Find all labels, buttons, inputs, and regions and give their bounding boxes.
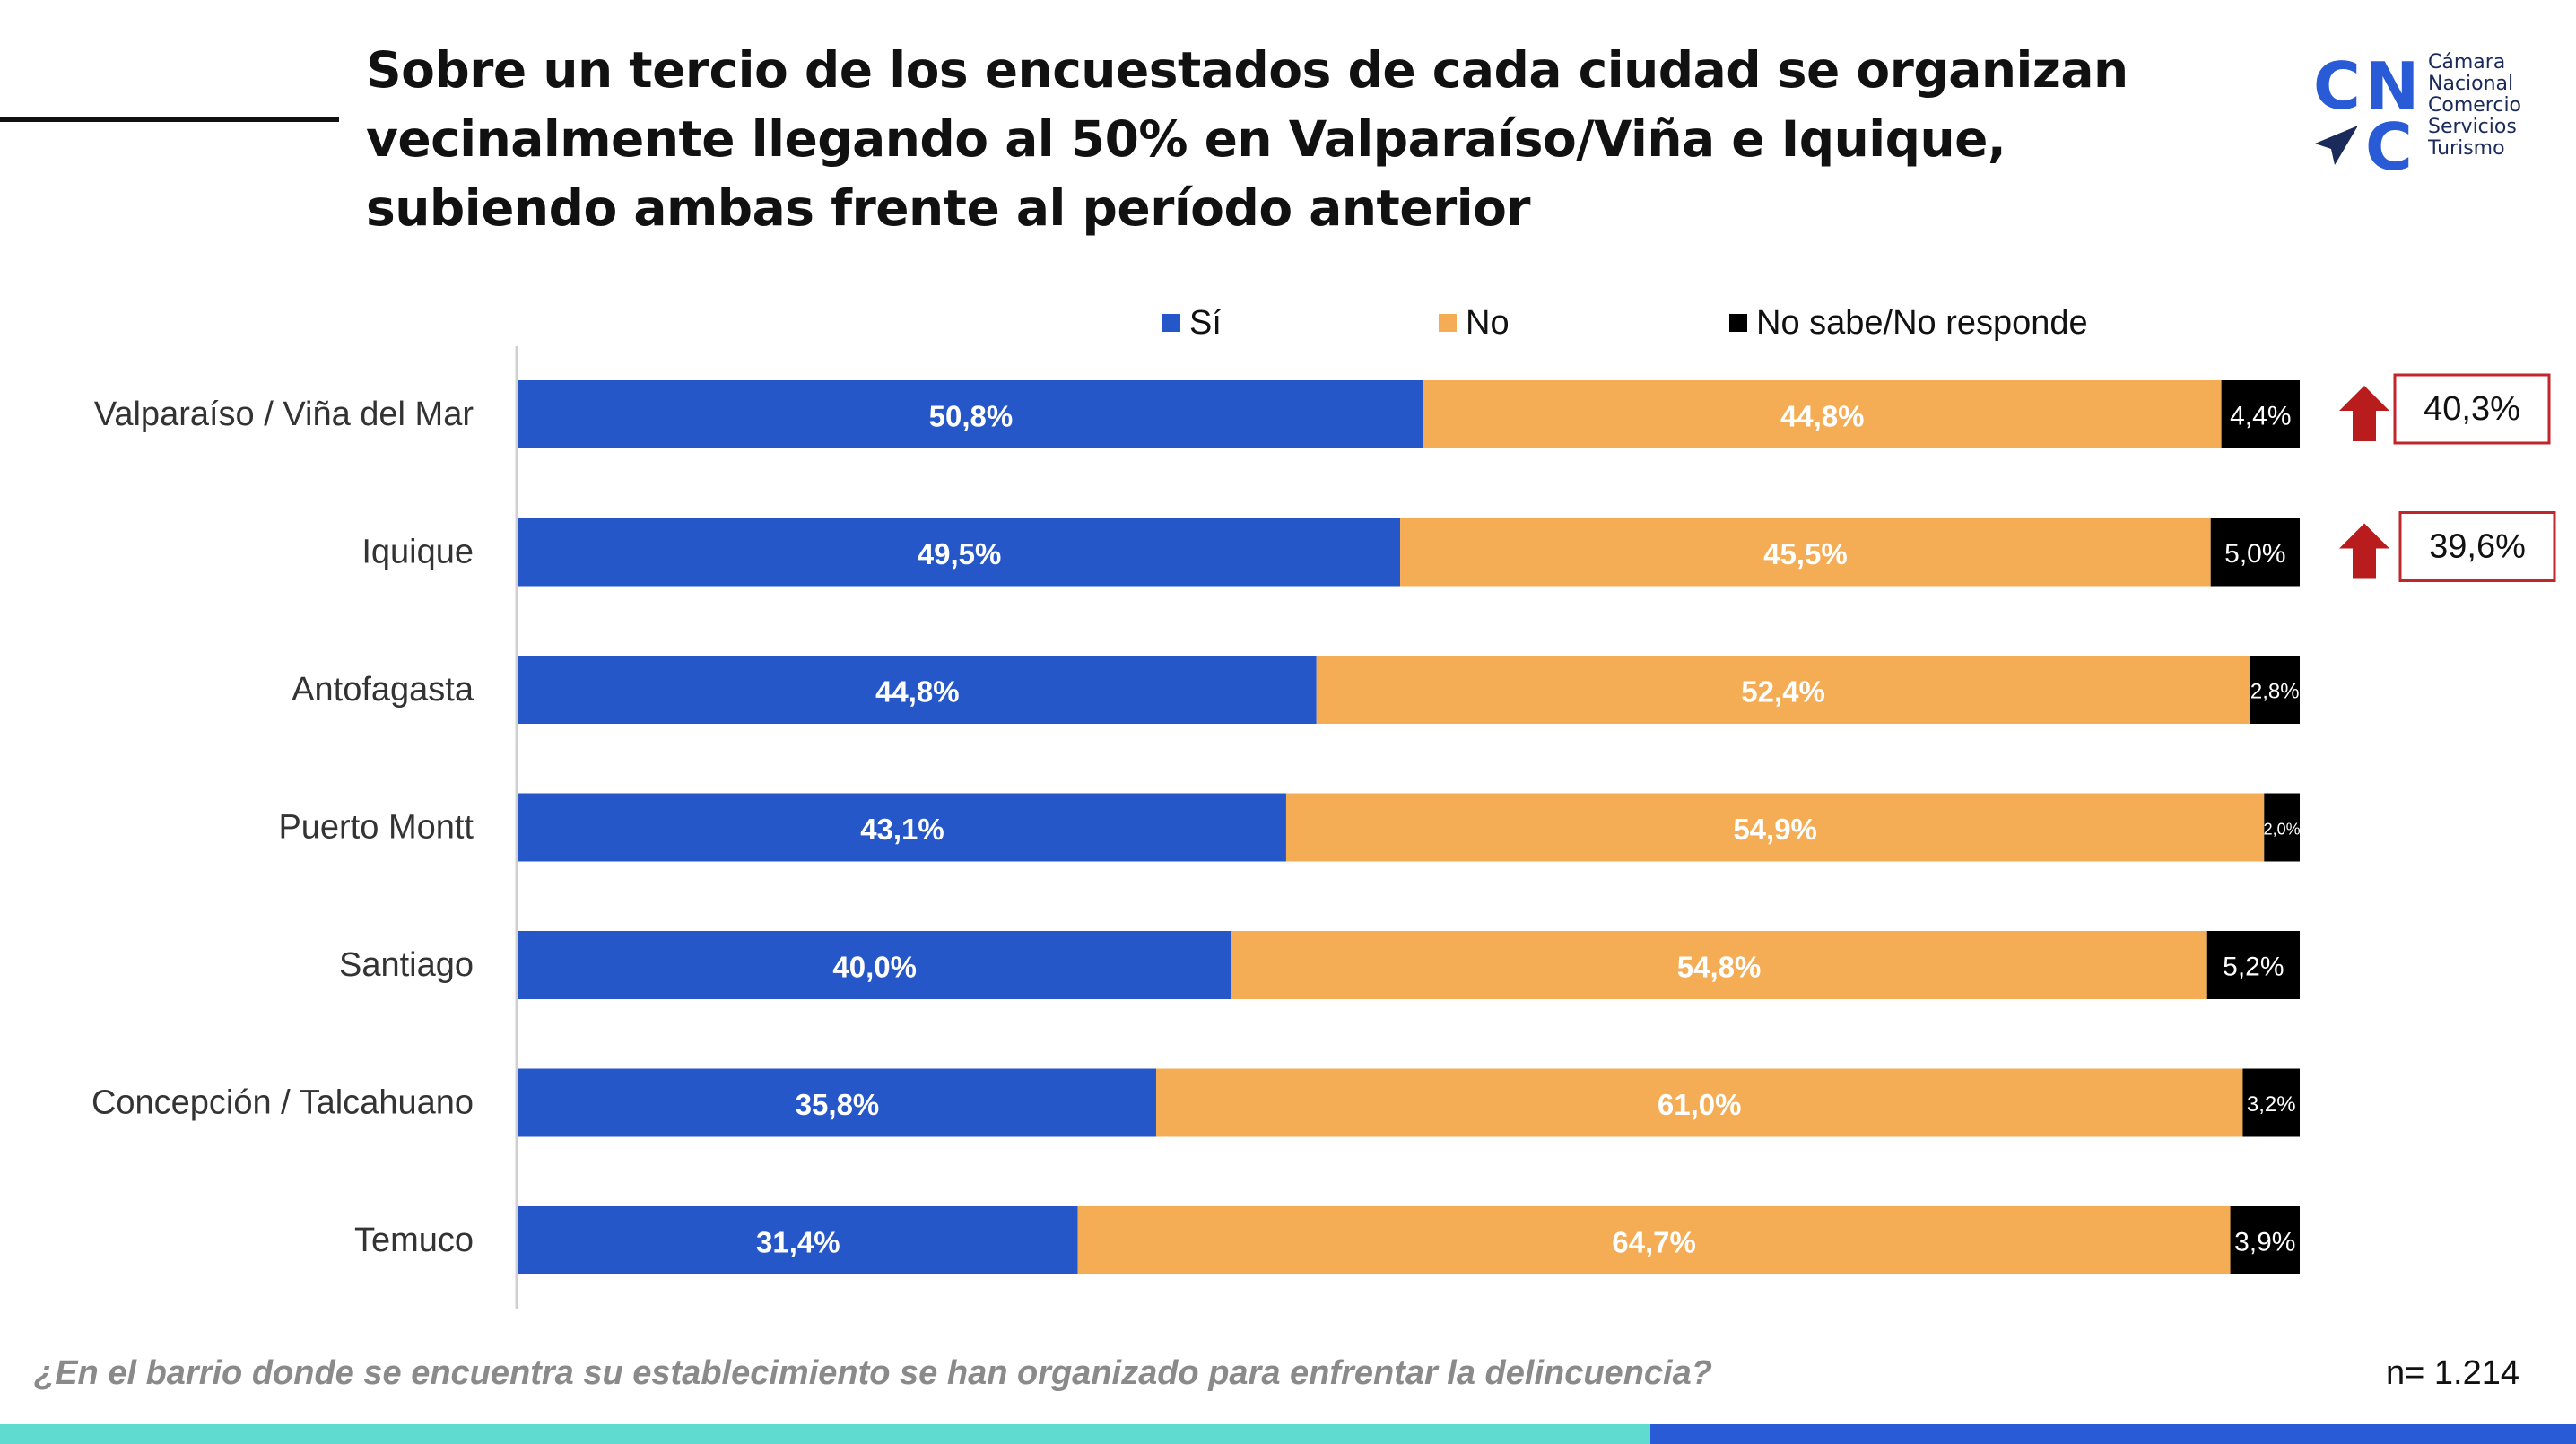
category-label-santiago: Santiago xyxy=(339,946,474,984)
previous-period-value-iquique: 39,6% xyxy=(2429,528,2526,566)
data-label-no-santiago: 54,8% xyxy=(1677,951,1762,984)
bar-no-antofagasta xyxy=(1316,656,2250,724)
data-label-no-temuco: 64,7% xyxy=(1612,1226,1696,1259)
logo-line: Comercio xyxy=(2428,94,2522,117)
logo-text: Cámara Nacional Comercio Servicios Turis… xyxy=(2428,52,2521,160)
bar-no-concepcion-talcahuano xyxy=(1155,1068,2243,1137)
bar-no-sabe-no-responde-puerto-montt xyxy=(2264,793,2300,862)
data-label-si-concepcion-talcahuano: 35,8% xyxy=(796,1088,880,1121)
bar-no-sabe-no-responde-valparaiso-vina-del-mar xyxy=(2221,380,2300,448)
legend-item-ns: No sabe/No responde xyxy=(1729,303,2088,342)
data-label-no-iquique: 45,5% xyxy=(1763,537,1848,570)
logo-letter-c2: C xyxy=(2365,109,2413,185)
page-title: Sobre un tercio de los encuestados de ca… xyxy=(366,41,2128,237)
sample-size: n= 1.214 xyxy=(2386,1354,2519,1392)
logo-line: Servicios xyxy=(2428,116,2517,138)
data-label-si-santiago: 40,0% xyxy=(832,951,917,984)
data-label-no-sabe-no-responde-temuco: 3,9% xyxy=(2234,1228,2295,1257)
up-arrow-icon xyxy=(2339,523,2389,579)
bar-no-sabe-no-responde-iquique xyxy=(2210,518,2300,587)
data-label-no-sabe-no-responde-iquique: 5,0% xyxy=(2224,539,2285,569)
data-label-no-valparaiso-vina-del-mar: 44,8% xyxy=(1780,400,1865,433)
cnc-logo: C N C Cámara Nacional Comercio Servicios… xyxy=(2310,48,2543,180)
bar-si-iquique xyxy=(518,518,1401,587)
logo-line: Turismo xyxy=(2428,137,2505,160)
previous-period-value-valparaiso-vina-del-mar: 40,3% xyxy=(2424,390,2520,428)
logo-letter-c1: C xyxy=(2313,48,2361,124)
legend-swatch-si xyxy=(1162,314,1180,332)
category-label-temuco: Temuco xyxy=(354,1222,474,1259)
bar-si-antofagasta xyxy=(518,656,1317,724)
bar-no-valparaiso-vina-del-mar xyxy=(1423,380,2222,448)
category-label-valparaiso-vina-del-mar: Valparaíso / Viña del Mar xyxy=(94,396,474,433)
footer-bar-blue xyxy=(1650,1424,2576,1444)
bar-no-temuco xyxy=(1077,1206,2231,1274)
up-arrow-icon xyxy=(2339,386,2389,441)
previous-period-box-valparaiso-vina-del-mar xyxy=(2393,373,2551,445)
data-label-no-sabe-no-responde-concepcion-talcahuano: 3,2% xyxy=(2247,1092,2296,1117)
bar-si-valparaiso-vina-del-mar xyxy=(518,380,1423,448)
data-label-no-sabe-no-responde-valparaiso-vina-del-mar: 4,4% xyxy=(2230,402,2291,431)
stacked-bar-chart: Valparaíso / Viña del Mar 50,8% 44,8% 4,4% I… xyxy=(91,346,2556,1309)
category-label-concepcion-talcahuano: Concepción / Talcahuano xyxy=(91,1084,474,1122)
data-label-no-sabe-no-responde-puerto-montt: 2,0% xyxy=(2264,821,2301,839)
logo-letter-n: N xyxy=(2365,48,2420,124)
bar-no-sabe-no-responde-concepcion-talcahuano xyxy=(2242,1068,2300,1137)
legend-label-ns: No sabe/No responde xyxy=(1756,303,2088,342)
category-label-iquique: Iquique xyxy=(361,534,474,571)
data-label-no-antofagasta: 52,4% xyxy=(1741,675,1825,709)
footer-bar-teal xyxy=(0,1424,1650,1444)
category-label-antofagasta: Antofagasta xyxy=(292,671,474,709)
logo-line: Nacional xyxy=(2428,73,2514,95)
legend-item-si: Sí xyxy=(1162,303,1222,342)
data-label-no-sabe-no-responde-antofagasta: 2,8% xyxy=(2250,680,2300,704)
data-label-no-puerto-montt: 54,9% xyxy=(1733,813,1817,846)
bar-si-temuco xyxy=(518,1206,1078,1274)
legend-swatch-no xyxy=(1439,314,1457,332)
bar-no-sabe-no-responde-temuco xyxy=(2230,1206,2300,1274)
bar-no-sabe-no-responde-antofagasta xyxy=(2250,656,2300,724)
logo-line: Cámara xyxy=(2428,51,2506,74)
category-label-puerto-montt: Puerto Montt xyxy=(278,809,474,847)
title-rule xyxy=(0,117,339,122)
legend-item-no: No xyxy=(1439,303,1510,342)
logo-arrow-icon xyxy=(2315,126,2358,165)
data-label-si-puerto-montt: 43,1% xyxy=(860,813,944,846)
data-label-si-iquique: 49,5% xyxy=(918,537,1002,570)
bar-si-concepcion-talcahuano xyxy=(518,1068,1156,1137)
data-label-no-sabe-no-responde-santiago: 5,2% xyxy=(2223,953,2284,982)
bar-no-iquique xyxy=(1400,518,2211,587)
legend-label-si: Sí xyxy=(1189,303,1222,342)
data-label-no-concepcion-talcahuano: 61,0% xyxy=(1658,1088,1742,1121)
bar-si-puerto-montt xyxy=(518,793,1286,862)
survey-question: ¿En el barrio donde se encuentra su esta… xyxy=(34,1354,1712,1392)
data-label-si-antofagasta: 44,8% xyxy=(875,675,960,709)
data-label-si-valparaiso-vina-del-mar: 50,8% xyxy=(929,400,1014,433)
data-label-si-temuco: 31,4% xyxy=(756,1226,840,1259)
bar-si-santiago xyxy=(518,931,1231,999)
legend-swatch-ns xyxy=(1729,314,1747,332)
legend-label-no: No xyxy=(1466,303,1510,342)
bar-no-santiago xyxy=(1231,931,2207,999)
bar-no-sabe-no-responde-santiago xyxy=(2206,931,2300,999)
previous-period-box-iquique xyxy=(2398,511,2556,582)
bar-no-puerto-montt xyxy=(1285,793,2265,862)
